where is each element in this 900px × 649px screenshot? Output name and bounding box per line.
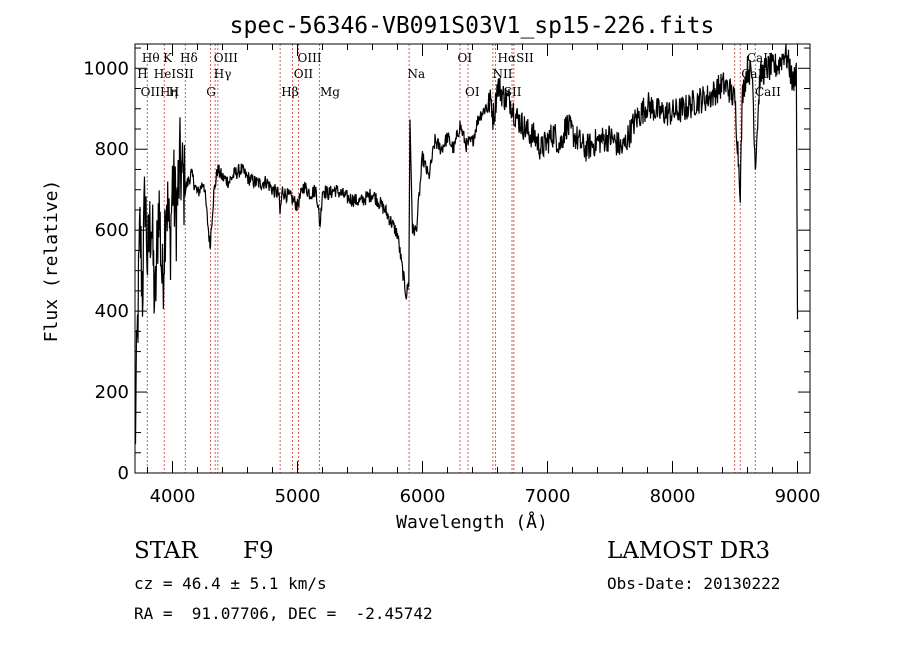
- survey-name: LAMOST DR3: [607, 538, 771, 564]
- y-tick-label: 1000: [83, 58, 129, 79]
- plot-frame: [134, 43, 811, 474]
- x-axis-label: Wavelength (Å): [396, 511, 548, 533]
- observation-date: Obs-Date: 20130222: [607, 574, 781, 593]
- line-label: OIIHη: [141, 85, 178, 99]
- x-tick-label: 7000: [525, 486, 571, 507]
- coordinates: RA = 91.07706, DEC = -2.45742: [134, 604, 433, 623]
- y-tick-label: 200: [95, 382, 129, 403]
- line-label: OIII: [214, 51, 238, 65]
- y-tick-label: 400: [95, 301, 129, 322]
- line-label: OIII: [298, 51, 322, 65]
- y-axis-label: Flux (relative): [41, 180, 62, 343]
- x-tick-label: 8000: [650, 486, 696, 507]
- line-label: Mg: [320, 85, 340, 99]
- line-label: HeISII: [154, 67, 194, 81]
- line-label: Hδ: [180, 51, 198, 65]
- object-subclass: F9: [243, 538, 274, 564]
- line-label: H: [137, 67, 147, 81]
- line-label: OI: [458, 51, 473, 65]
- emission-line-labels: Hθ K Hδ OIII OIII OI HαSII CaII H HeISII Hγ OII Na NI…: [137, 51, 781, 99]
- line-label: OII: [294, 67, 314, 81]
- line-label: K: [163, 51, 173, 65]
- line-label: HαSII: [498, 51, 535, 65]
- line-label: G: [206, 85, 216, 99]
- y-tick-label: 0: [118, 463, 129, 484]
- y-tick-label: 800: [95, 139, 129, 160]
- emission-line-markers: [146, 44, 756, 473]
- line-label: Hγ: [214, 67, 232, 81]
- x-tick-label: 6000: [400, 486, 446, 507]
- y-tick-label: 600: [95, 220, 129, 241]
- object-class: STAR: [134, 538, 198, 564]
- line-label: H: [169, 85, 179, 99]
- line-label: OI: [465, 85, 480, 99]
- line-label: Hβ: [281, 85, 298, 99]
- line-label: Na: [408, 67, 426, 81]
- flux-series-line: [134, 43, 799, 445]
- redshift-value: cz = 46.4 ± 5.1 km/s: [134, 574, 327, 593]
- line-label: Hθ: [142, 51, 160, 65]
- x-tick-label: 5000: [275, 486, 321, 507]
- y-axis-ticks: 0 200 400 600 800 1000: [83, 47, 810, 484]
- x-axis-ticks: 4000 5000 6000 7000 8000 9000: [147, 44, 821, 507]
- chart-title: spec-56346-VB091S03V1_sp15-226.fits: [230, 13, 715, 39]
- line-label: CaII: [755, 85, 781, 99]
- x-tick-label: 9000: [775, 486, 821, 507]
- x-tick-label: 4000: [150, 486, 196, 507]
- line-label: NII: [493, 67, 513, 81]
